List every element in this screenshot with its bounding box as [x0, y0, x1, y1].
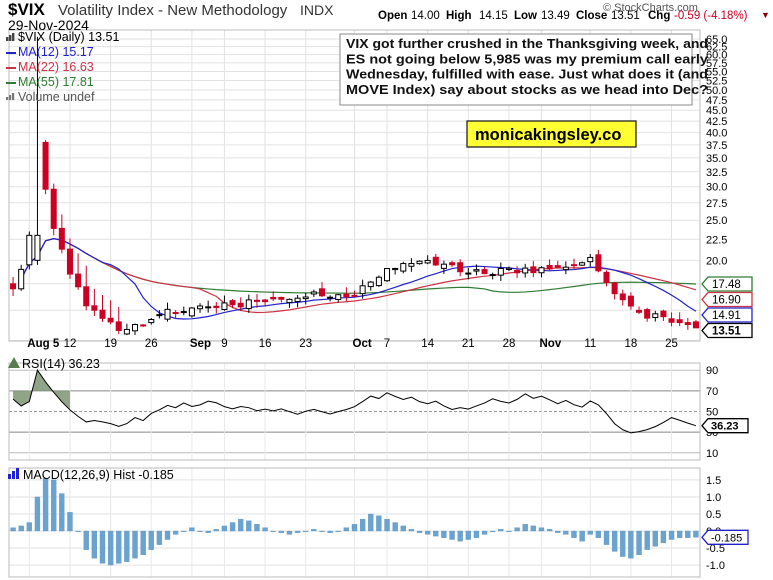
- svg-text:© StockCharts.com: © StockCharts.com: [603, 2, 698, 14]
- svg-text:30.0: 30.0: [706, 182, 727, 194]
- svg-text:32.5: 32.5: [706, 167, 727, 179]
- svg-text:-0.185: -0.185: [711, 532, 742, 544]
- svg-text:14.91: 14.91: [712, 310, 741, 322]
- svg-text:40.0: 40.0: [706, 128, 727, 140]
- svg-text:1.5: 1.5: [706, 475, 721, 487]
- svg-text:▼: ▼: [761, 10, 770, 20]
- svg-text:Open: Open: [378, 10, 407, 22]
- svg-text:17.48: 17.48: [712, 279, 741, 291]
- svg-text:90: 90: [706, 365, 718, 377]
- svg-text:42.5: 42.5: [706, 116, 727, 128]
- svg-text:11: 11: [584, 338, 596, 350]
- svg-text:VIX got further crushed in the: VIX got further crushed in the Thanksgiv…: [346, 36, 708, 51]
- svg-text:25: 25: [665, 338, 678, 350]
- svg-text:Sep: Sep: [190, 338, 211, 350]
- svg-text:High: High: [446, 10, 472, 22]
- svg-text:MOVE Index) say about stocks a: MOVE Index) say about stocks as we head …: [346, 82, 708, 97]
- svg-text:20.0: 20.0: [706, 255, 727, 267]
- svg-text:Low: Low: [514, 10, 537, 22]
- svg-text:$VIX (Daily) 13.51: $VIX (Daily) 13.51: [18, 30, 119, 44]
- svg-text:14: 14: [421, 338, 434, 350]
- svg-text:37.5: 37.5: [706, 140, 727, 152]
- svg-text:12: 12: [64, 338, 77, 350]
- svg-text:19: 19: [104, 338, 117, 350]
- svg-text:Volume undef: Volume undef: [18, 90, 95, 104]
- svg-text:26: 26: [145, 338, 158, 350]
- svg-text:Nov: Nov: [540, 338, 562, 350]
- svg-text:18: 18: [625, 338, 638, 350]
- svg-text:9: 9: [221, 338, 227, 350]
- svg-text:28: 28: [503, 338, 516, 350]
- svg-text:23: 23: [299, 338, 312, 350]
- svg-text:Volatility Index - New Methodo: Volatility Index - New Methodology: [58, 2, 288, 19]
- svg-text:13.49: 13.49: [541, 10, 570, 22]
- svg-text:Wednesday, fulfilled with ease: Wednesday, fulfilled with ease. Just wha…: [346, 67, 708, 82]
- svg-text:14.15: 14.15: [479, 10, 508, 22]
- svg-text:-1.0: -1.0: [706, 560, 725, 572]
- svg-text:35.0: 35.0: [706, 153, 727, 165]
- svg-text:13.51: 13.51: [712, 326, 741, 338]
- svg-text:Aug 5: Aug 5: [27, 338, 60, 350]
- svg-text:16: 16: [259, 338, 272, 350]
- svg-text:25.0: 25.0: [706, 215, 727, 227]
- svg-text:14.00: 14.00: [411, 10, 440, 22]
- svg-text:21: 21: [462, 338, 475, 350]
- svg-text:27.5: 27.5: [706, 198, 727, 210]
- svg-text:INDX: INDX: [300, 2, 334, 18]
- svg-text:22.5: 22.5: [706, 234, 727, 246]
- svg-text:50: 50: [706, 407, 718, 419]
- svg-text:10: 10: [706, 448, 718, 460]
- svg-text:7: 7: [384, 338, 390, 350]
- svg-text:1.0: 1.0: [706, 492, 721, 504]
- svg-text:ES not going below 5,985 was m: ES not going below 5,985 was my premium …: [346, 51, 709, 66]
- svg-text:70: 70: [706, 386, 718, 398]
- svg-text:monicakingsley.co: monicakingsley.co: [475, 126, 621, 144]
- svg-text:MA(55) 17.81: MA(55) 17.81: [18, 75, 94, 89]
- svg-text:16.90: 16.90: [712, 295, 741, 307]
- svg-text:RSI(14) 36.23: RSI(14) 36.23: [22, 357, 100, 371]
- svg-text:MA(12) 15.17: MA(12) 15.17: [18, 45, 94, 59]
- svg-text:MACD(12,26,9) Hist -0.185: MACD(12,26,9) Hist -0.185: [23, 468, 174, 482]
- svg-text:0.5: 0.5: [706, 509, 721, 521]
- svg-text:Oct: Oct: [353, 338, 372, 350]
- svg-text:36.23: 36.23: [711, 421, 739, 433]
- svg-text:MA(22) 16.63: MA(22) 16.63: [18, 60, 94, 74]
